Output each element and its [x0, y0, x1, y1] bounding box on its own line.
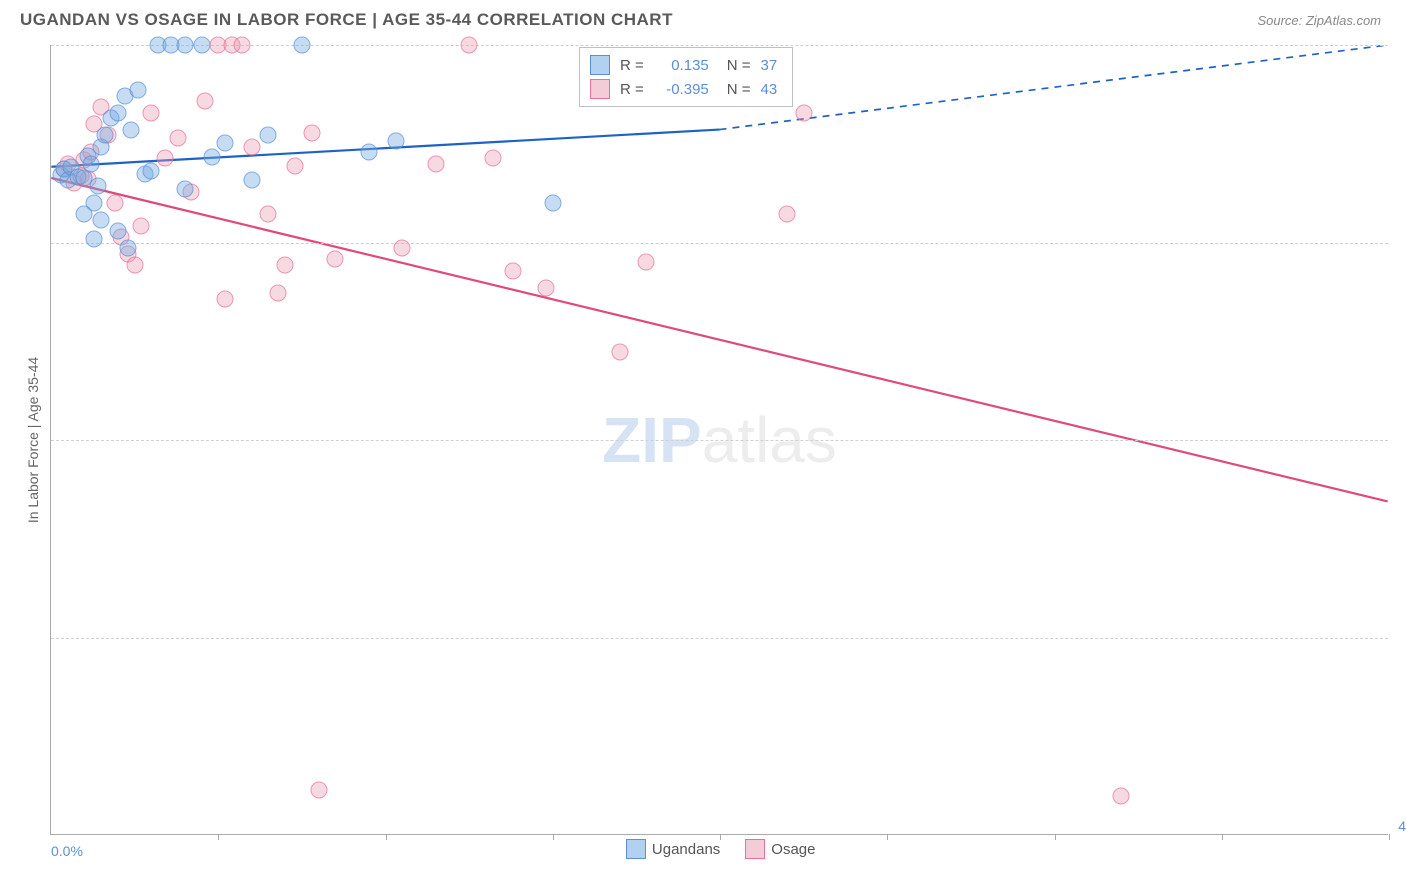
scatter-point-osage	[484, 149, 501, 166]
scatter-point-osage	[1113, 787, 1130, 804]
n-value-ugandans: 37	[761, 57, 778, 74]
legend-row-osage: R = -0.395 N = 43	[590, 77, 777, 101]
trend-line-ugandans-extrapolated	[720, 45, 1388, 130]
scatter-point-osage	[638, 253, 655, 270]
scatter-point-osage	[156, 149, 173, 166]
x-tick	[1055, 834, 1056, 840]
legend-label-osage: Osage	[771, 841, 815, 858]
scatter-point-ugandans	[360, 144, 377, 161]
scatter-point-ugandans	[387, 132, 404, 149]
scatter-point-ugandans	[544, 195, 561, 212]
scatter-point-osage	[287, 157, 304, 174]
legend-item-osage: Osage	[745, 839, 815, 859]
r-equals-label: R =	[620, 57, 644, 74]
y-tick-label: 100.0%	[1398, 57, 1406, 73]
gridline-h	[51, 45, 1388, 46]
scatter-point-osage	[270, 285, 287, 302]
scatter-point-ugandans	[203, 148, 220, 165]
legend-label-ugandans: Ugandans	[652, 841, 720, 858]
scatter-point-osage	[106, 195, 123, 212]
scatter-point-ugandans	[193, 37, 210, 54]
n-value-osage: 43	[761, 81, 778, 98]
scatter-point-osage	[170, 129, 187, 146]
scatter-point-osage	[143, 104, 160, 121]
scatter-point-ugandans	[83, 155, 100, 172]
n-equals-label: N =	[727, 57, 751, 74]
scatter-point-osage	[277, 257, 294, 274]
scatter-point-osage	[243, 138, 260, 155]
scatter-point-osage	[538, 279, 555, 296]
scatter-point-ugandans	[89, 178, 106, 195]
chart-title: UGANDAN VS OSAGE IN LABOR FORCE | AGE 35…	[20, 10, 673, 30]
swatch-ugandans-icon	[626, 839, 646, 859]
scatter-point-ugandans	[123, 121, 140, 138]
x-tick	[553, 834, 554, 840]
legend-row-ugandans: R = 0.135 N = 37	[590, 53, 777, 77]
scatter-point-osage	[303, 125, 320, 142]
scatter-point-ugandans	[96, 127, 113, 144]
x-tick	[887, 834, 888, 840]
scatter-point-osage	[461, 37, 478, 54]
trend-line-osage	[51, 178, 1387, 501]
x-tick	[218, 834, 219, 840]
y-tick-label: 82.5%	[1398, 255, 1406, 271]
swatch-ugandans-icon	[590, 55, 610, 75]
scatter-point-osage	[327, 251, 344, 268]
chart-plot-area: In Labor Force | Age 35-44 ZIPatlas R = …	[50, 45, 1388, 835]
scatter-point-ugandans	[129, 82, 146, 99]
legend-item-ugandans: Ugandans	[626, 839, 720, 859]
scatter-point-osage	[216, 290, 233, 307]
gridline-h	[51, 440, 1388, 441]
scatter-point-osage	[394, 240, 411, 257]
scatter-point-ugandans	[86, 231, 103, 248]
scatter-point-osage	[260, 206, 277, 223]
x-axis-end-label: 40.0%	[1398, 818, 1406, 834]
correlation-legend: R = 0.135 N = 37 R = -0.395 N = 43	[579, 47, 793, 107]
swatch-osage-icon	[590, 79, 610, 99]
y-tick-label: 65.0%	[1398, 452, 1406, 468]
scatter-point-osage	[133, 217, 150, 234]
scatter-point-ugandans	[119, 240, 136, 257]
gridline-h	[51, 243, 1388, 244]
n-equals-label: N =	[727, 81, 751, 98]
scatter-point-ugandans	[176, 181, 193, 198]
gridline-h	[51, 638, 1388, 639]
scatter-point-ugandans	[93, 211, 110, 228]
scatter-point-ugandans	[293, 37, 310, 54]
scatter-point-osage	[611, 343, 628, 360]
x-tick	[720, 834, 721, 840]
r-value-ugandans: 0.135	[654, 57, 709, 74]
scatter-point-ugandans	[109, 104, 126, 121]
scatter-point-ugandans	[216, 135, 233, 152]
scatter-point-ugandans	[109, 223, 126, 240]
series-legend: Ugandans Osage	[626, 839, 816, 859]
scatter-point-osage	[427, 155, 444, 172]
scatter-point-osage	[504, 262, 521, 279]
scatter-point-osage	[233, 37, 250, 54]
source-label: Source: ZipAtlas.com	[1257, 13, 1381, 28]
y-tick-label: 47.5%	[1398, 650, 1406, 666]
scatter-point-osage	[310, 781, 327, 798]
r-value-osage: -0.395	[654, 81, 709, 98]
scatter-point-osage	[126, 257, 143, 274]
x-axis-start-label: 0.0%	[51, 843, 83, 859]
scatter-point-osage	[196, 93, 213, 110]
scatter-point-osage	[778, 206, 795, 223]
scatter-point-osage	[795, 104, 812, 121]
trend-line-ugandans	[51, 130, 719, 167]
scatter-point-ugandans	[260, 127, 277, 144]
x-tick	[1222, 834, 1223, 840]
x-tick	[1389, 834, 1390, 840]
scatter-point-ugandans	[243, 172, 260, 189]
y-axis-label: In Labor Force | Age 35-44	[25, 356, 41, 522]
r-equals-label: R =	[620, 81, 644, 98]
scatter-point-ugandans	[76, 206, 93, 223]
x-tick	[386, 834, 387, 840]
scatter-point-ugandans	[163, 37, 180, 54]
swatch-osage-icon	[745, 839, 765, 859]
scatter-point-ugandans	[143, 163, 160, 180]
